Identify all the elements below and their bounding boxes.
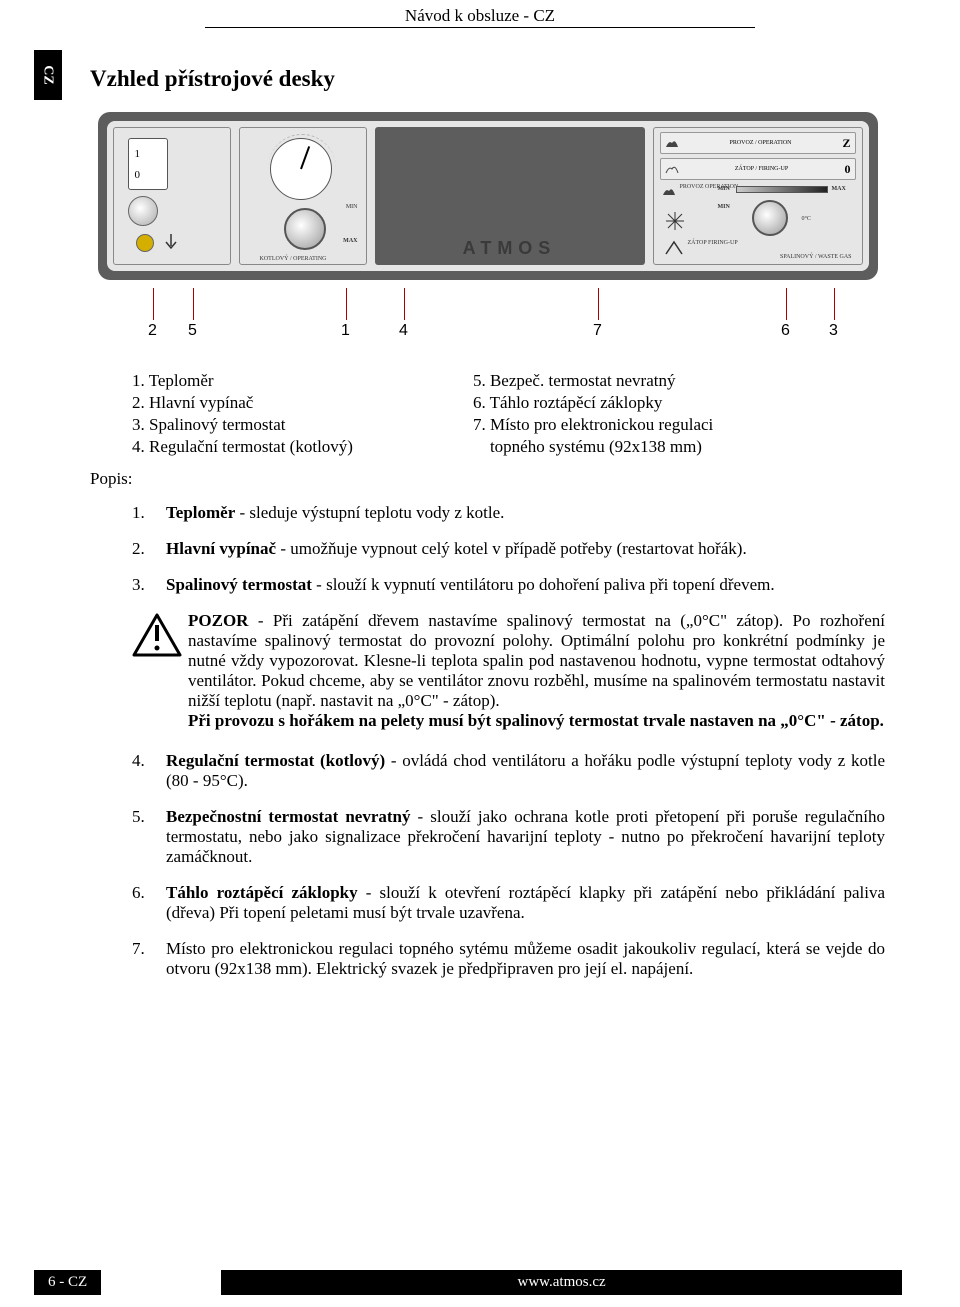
lead-line [404,288,405,320]
header-text: Návod k obsluze - CZ [205,6,755,28]
section-title: Vzhled přístrojové desky [90,66,885,92]
min-label: MIN [346,204,358,210]
operation-row: PROVOZ / OPERATION Z [660,132,856,154]
module-right-controls: PROVOZ / OPERATION Z ZÁTOP / FIRING-UP 0… [653,127,863,265]
lead-number: 3 [829,322,838,340]
legend-item: 5. Bezpeč. termostat nevratný [473,371,713,391]
min-label: MIN [718,186,730,192]
legend-item: topného systému (92x138 mm) [473,437,713,457]
lead-number: 5 [188,322,197,340]
page-footer: 6 - CZ www.atmos.cz [0,1270,960,1295]
firing-row: ZÁTOP / FIRING-UP 0 [660,158,856,180]
lead-number: 2 [148,322,157,340]
lead-line [193,288,194,320]
legend-item: 3. Spalinový termostat [132,415,353,435]
flame-icon [665,138,679,148]
lead-number: 6 [781,322,790,340]
minmax-bar-icon [736,186,828,193]
max-label: MAX [343,238,357,244]
down-arrow-icon [164,234,178,252]
min-label: MIN [718,204,730,210]
lead-line [153,288,154,320]
flame-icon [662,186,676,196]
description-list-2: 4.Regulační termostat (kotlový) - ovládá… [132,751,885,979]
flame-icon [665,164,679,174]
warning-text: POZOR - Při zatápění dřevem nastavíme sp… [188,611,885,731]
zero-c-label: 0°C [802,216,811,222]
module-gauge: MIN MAX KOTLOVÝ / OPERATING [239,127,367,265]
list-item: 2.Hlavní vypínač - umožňuje vypnout celý… [132,539,885,559]
main-content: Vzhled přístrojové desky 1 0 [0,26,960,979]
list-item: 7.Místo pro elektronickou regulaci topné… [132,939,885,979]
list-item: 1.Teploměr - sleduje výstupní teplotu vo… [132,503,885,523]
language-tab: CZ [34,50,62,100]
max-label: MAX [832,186,846,192]
lead-line [786,288,787,320]
legend-item: 7. Místo pro elektronickou regulaci [473,415,713,435]
list-item: 3.Spalinový termostat - slouží k vypnutí… [132,575,885,595]
main-switch: 1 0 [128,138,168,190]
legend-left: 1. Teploměr 2. Hlavní vypínač 3. Spalino… [132,371,353,459]
lead-number: 7 [593,322,602,340]
panel-inner: 1 0 MIN MAX KOTLOVÝ / OPERATING [107,121,869,271]
control-panel-diagram: 1 0 MIN MAX KOTLOVÝ / OPERATING [98,112,878,280]
waste-gas-knob-icon [752,200,788,236]
boiler-label: KOTLOVÝ / OPERATING [260,256,327,262]
footer-url: www.atmos.cz [221,1270,902,1295]
boiler-thermostat-knob-icon [284,208,326,250]
pull-handle-icon [664,238,684,256]
lead-line [598,288,599,320]
list-item: 5.Bezpečnostní termostat nevratný - slou… [132,807,885,867]
description-list-1: 1.Teploměr - sleduje výstupní teplotu vo… [132,503,885,595]
warning-triangle-icon [132,613,182,657]
lead-number: 1 [341,322,350,340]
panel-outer: 1 0 MIN MAX KOTLOVÝ / OPERATING [98,112,878,280]
page-header: Návod k obsluze - CZ [0,0,960,26]
legend-item: 4. Regulační termostat (kotlový) [132,437,353,457]
lead-number: 4 [399,322,408,340]
popis-heading: Popis: [90,469,885,489]
legend-item: 2. Hlavní vypínač [132,393,353,413]
thermometer-gauge-icon [270,138,332,200]
legend-item: 6. Táhlo roztápěcí záklopky [473,393,713,413]
safety-knob-icon [128,196,158,226]
reset-button-icon [136,234,154,252]
module-switch: 1 0 [113,127,231,265]
snowflake-icon [666,212,684,230]
lead-line [346,288,347,320]
list-item: 6.Táhlo roztápěcí záklopky - slouží k ot… [132,883,885,923]
list-item: 4.Regulační termostat (kotlový) - ovládá… [132,751,885,791]
legend-columns: 1. Teploměr 2. Hlavní vypínač 3. Spalino… [132,371,885,459]
zatop-small-label: ZÁTOP FIRING-UP [688,240,738,246]
warning-block: POZOR - Při zatápění dřevem nastavíme sp… [132,611,885,731]
legend-right: 5. Bezpeč. termostat nevratný 6. Táhlo r… [473,371,713,459]
lead-line [834,288,835,320]
lead-lines: 2 5 1 4 7 6 3 [98,288,878,346]
module-regulator-slot: ATMOS [375,127,645,265]
waste-gas-label: SPALINOVÝ / WASTE GAS [780,254,852,260]
legend-item: 1. Teploměr [132,371,353,391]
page-number: 6 - CZ [34,1270,101,1295]
brand-logo: ATMOS [463,238,557,259]
